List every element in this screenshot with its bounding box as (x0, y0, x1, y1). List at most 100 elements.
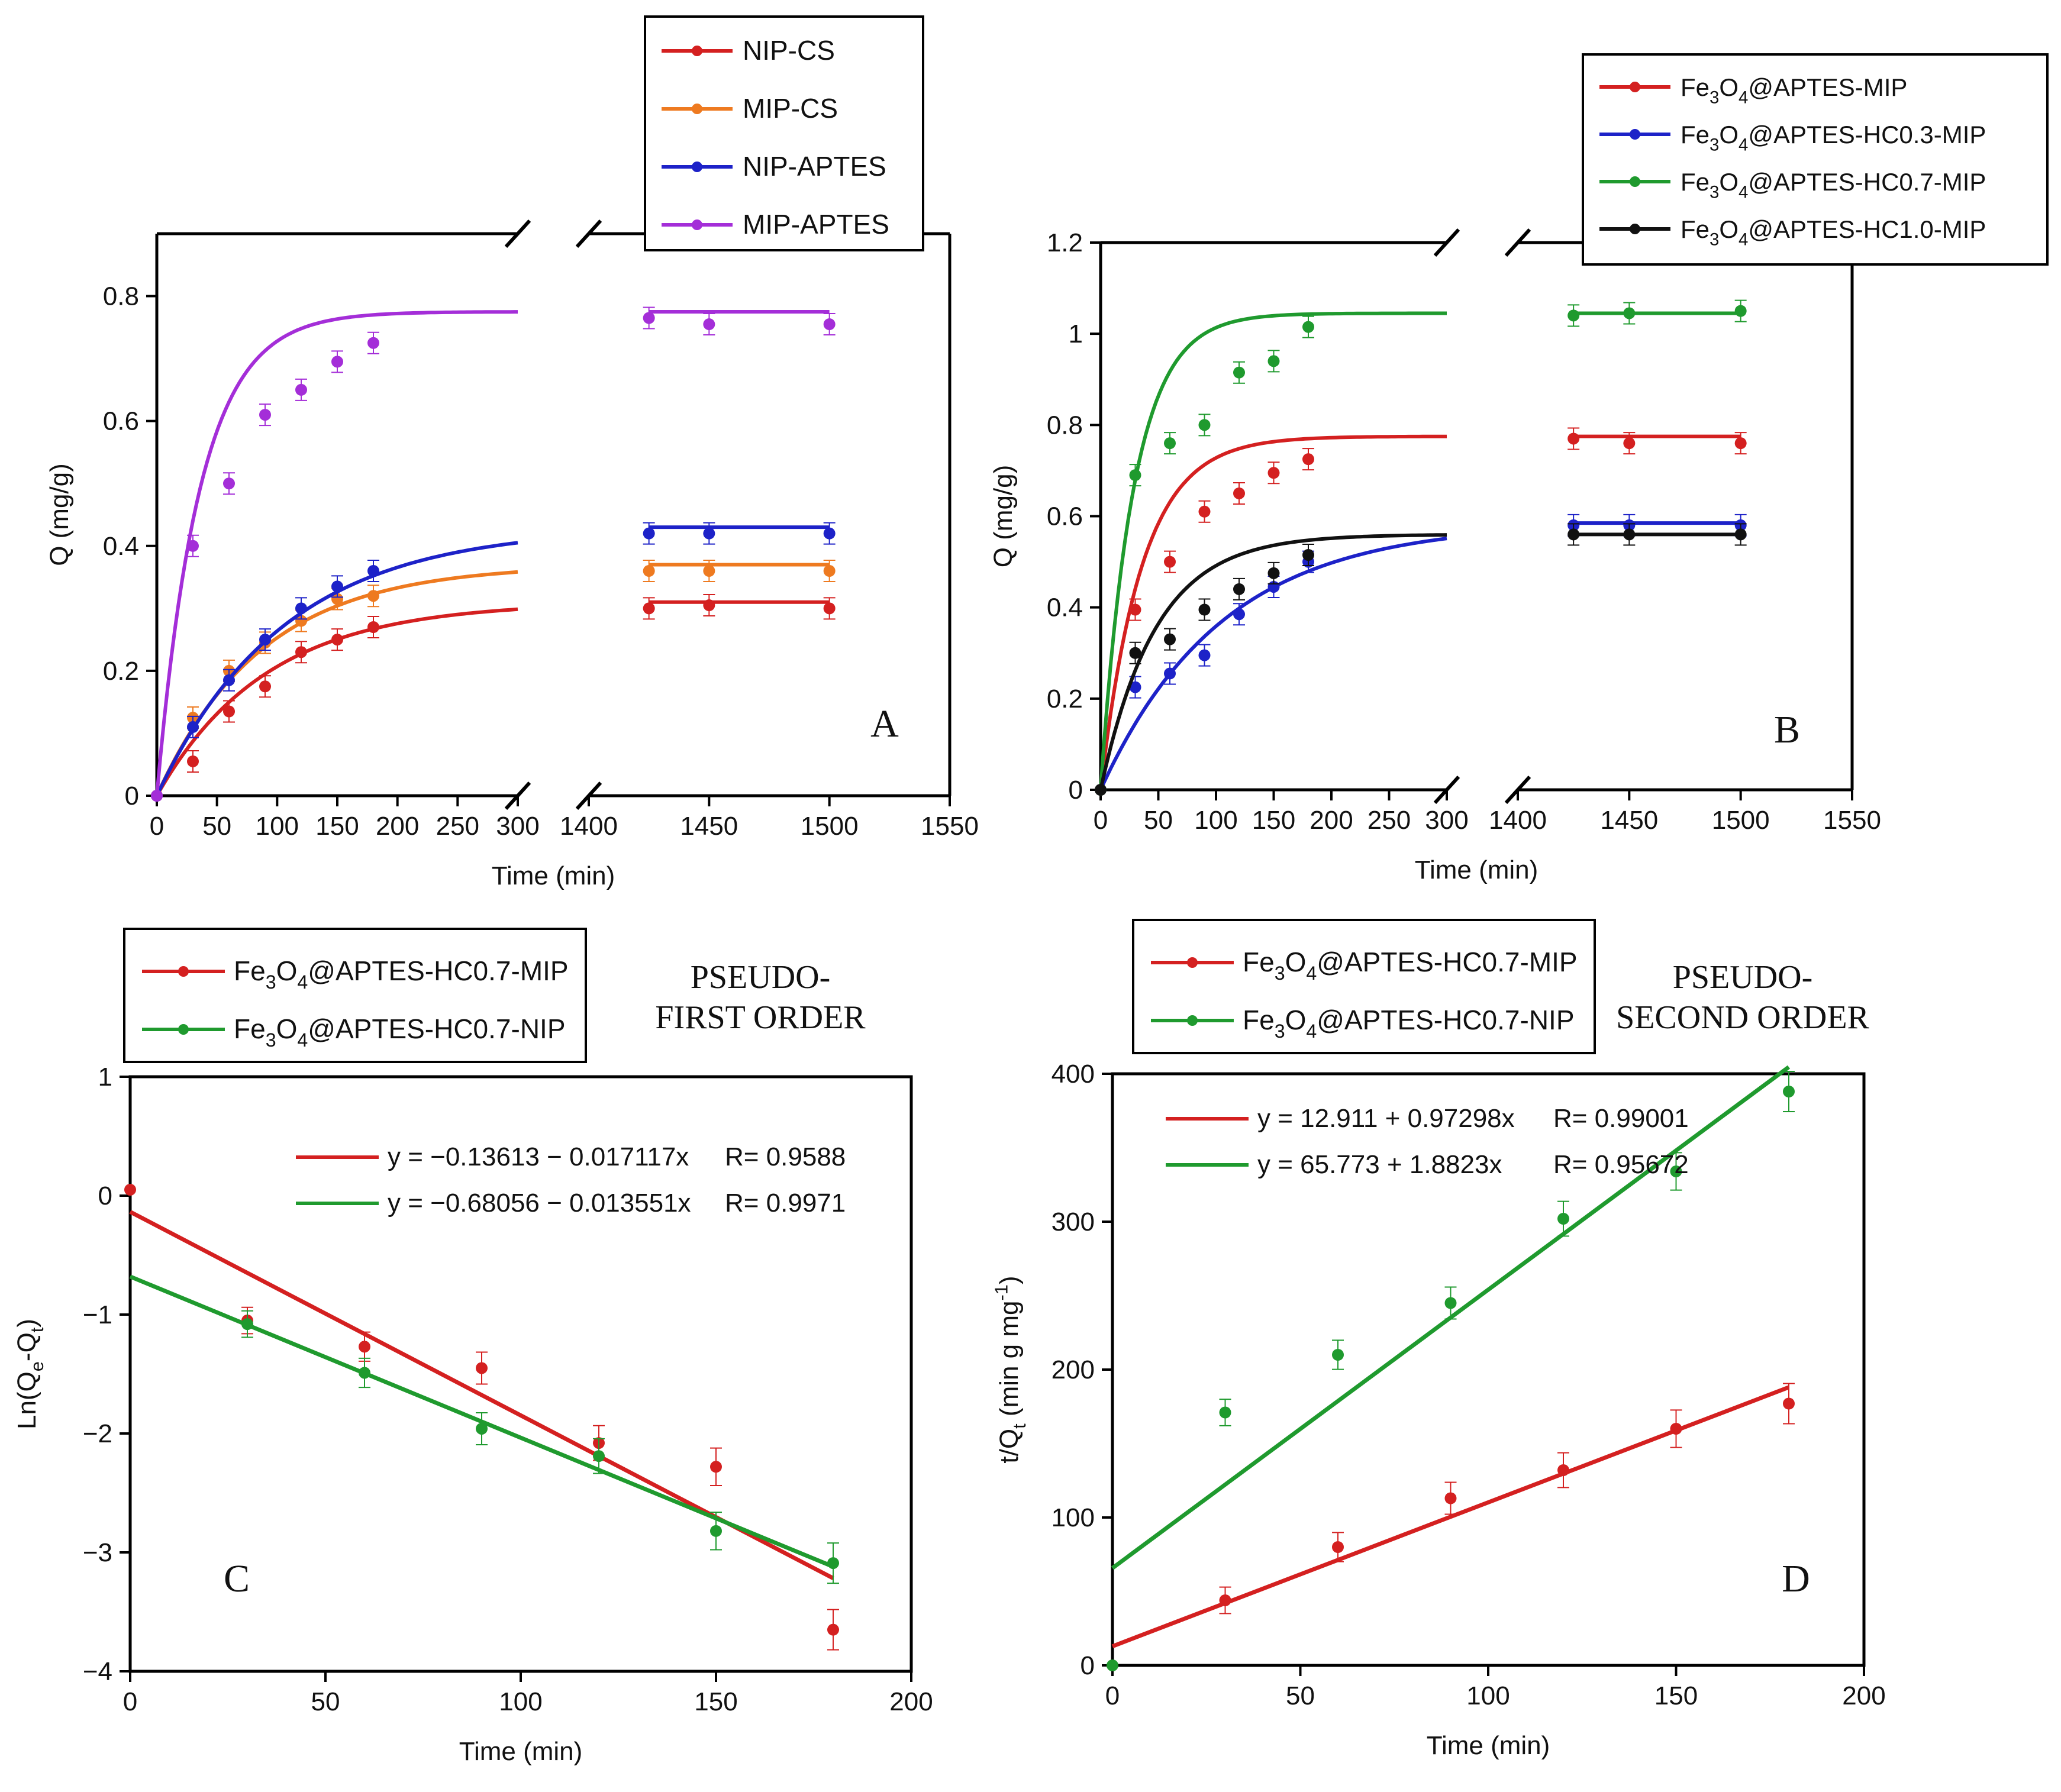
panel-c-data-point (476, 1422, 488, 1435)
panel-d-x-tick-label: 150 (1654, 1681, 1698, 1710)
panel-d-y-tick-label: 400 (1052, 1060, 1095, 1089)
panel-a-y-axis-label: Q (mg/g) (45, 463, 74, 566)
panel-a-legend-label: NIP-CS (743, 35, 835, 66)
panel-b-x-tick-label: 1450 (1600, 806, 1658, 835)
panel-a-data-point (331, 593, 343, 605)
panel-b-data-point (1129, 603, 1141, 616)
panel-a-data-point (187, 755, 199, 767)
panel-c-data-point (593, 1450, 605, 1462)
panel-b-data-point (1623, 437, 1636, 450)
panel-d-data-point (1557, 1464, 1569, 1476)
panel-b-data-point (1198, 419, 1211, 431)
panel-d-legend-label: Fe3O4@APTES-HC0.7-NIP (1243, 1005, 1575, 1042)
panel-b-data-point (1623, 307, 1636, 319)
panel-b-data-point (1164, 667, 1176, 680)
panel-a-data-point (703, 527, 715, 540)
panel-a-x-tick-label: 300 (496, 812, 539, 841)
panel-b-data-point (1267, 467, 1280, 479)
panel-a-legend-label: NIP-APTES (743, 151, 886, 182)
panel-b-y-tick-label: 0 (1069, 776, 1083, 805)
panel-b-data-point (1198, 649, 1211, 661)
panel-c-title-line: PSEUDO- (691, 959, 830, 996)
panel-d-fit-line (1111, 1385, 1790, 1648)
panel-a-data-point (643, 527, 655, 540)
panel-a-data-point (223, 477, 235, 490)
panel-b-data-point (1567, 432, 1580, 445)
panel-b-legend-marker (1630, 82, 1640, 92)
panel-a-data-point (823, 318, 836, 331)
panel-b-data-point (1129, 681, 1141, 693)
panel-d-data-point (1444, 1297, 1457, 1309)
panel-a-data-point (367, 565, 379, 577)
panel-d-legend-label: Fe3O4@APTES-HC0.7-MIP (1243, 947, 1578, 984)
panel-c-y-tick-label: −2 (83, 1419, 112, 1448)
panel-a-x-tick-label: 250 (436, 812, 479, 841)
panel-a-data-point (295, 615, 307, 627)
panel-b-legend-label: Fe3O4@APTES-HC0.3-MIP (1681, 121, 1986, 155)
panel-b-data-point (1734, 437, 1747, 450)
panel-a-data-point (643, 602, 655, 615)
panel-a-axis-break-mark (504, 219, 531, 248)
panel-a-x-tick-label: 0 (150, 812, 164, 841)
panel-a-data-point (331, 634, 343, 646)
panel-a-x-axis-label: Time (min) (492, 861, 615, 890)
panel-b-data-point (1302, 549, 1314, 561)
panel-c-y-tick-label: 0 (98, 1181, 112, 1210)
panel-a-x-tick-label: 1500 (801, 812, 859, 841)
panel-d-y-axis-label: t/Qt (min g mg-1) (991, 1276, 1030, 1463)
panel-b-series-curve (1099, 533, 1447, 790)
panel-b-x-tick-label: 1400 (1489, 806, 1547, 835)
panel-a-legend-label: MIP-CS (743, 93, 838, 124)
panel-b-axis-break-mark (1433, 228, 1460, 257)
panel-c-title-line: FIRST ORDER (655, 999, 866, 1036)
panel-b-data-point (1198, 505, 1211, 518)
panel-b-data-point (1129, 647, 1141, 659)
panel-a-data-point (703, 599, 715, 612)
panel-a-data-point (703, 565, 715, 577)
panel-b-series-curve (1099, 311, 1447, 790)
panel-d-x-tick-label: 50 (1286, 1681, 1315, 1710)
panel-a-data-point (331, 580, 343, 593)
panel-c-x-tick-label: 0 (123, 1687, 137, 1716)
panel-b-x-tick-label: 200 (1310, 806, 1353, 835)
panel-d-fit-r-value: R= 0.99001 (1553, 1104, 1689, 1133)
panel-c-x-axis-label: Time (min) (459, 1737, 583, 1766)
panel-d-y-tick-label: 100 (1052, 1503, 1095, 1532)
panel-d-data-point (1670, 1423, 1682, 1435)
panel-b-legend-marker (1630, 224, 1640, 234)
panel-a-data-point (331, 356, 343, 368)
panel-a-x-tick-label: 150 (315, 812, 359, 841)
panel-a-data-point (295, 602, 307, 615)
panel-d-data-point (1557, 1213, 1569, 1225)
panel-b-axis-break-mark (1504, 228, 1531, 257)
panel-c-data-point (827, 1623, 839, 1636)
panel-d-legend-box (1132, 919, 1596, 1054)
panel-c-y-axis-label: Ln(Qe-Qt) (12, 1319, 47, 1429)
panel-c-data-point (710, 1461, 722, 1473)
panel-a-corner-label: A (870, 702, 899, 745)
panel-a-legend-marker (692, 46, 702, 56)
panel-b-y-tick-label: 0.8 (1047, 411, 1083, 440)
panel-a-data-point (823, 527, 836, 540)
panel-a-data-point (823, 602, 836, 615)
panel-b-data-point (1129, 469, 1141, 482)
panel-b-data-point (1233, 583, 1245, 595)
panel-a-series-curve (155, 310, 518, 796)
panel-b-data-point (1233, 608, 1245, 621)
panel-a-data-point (223, 674, 235, 686)
panel-b-x-tick-label: 100 (1194, 806, 1237, 835)
panel-a-data-point (823, 565, 836, 577)
panel-b-data-point (1734, 305, 1747, 317)
panel-a-x-tick-label: 1550 (921, 812, 979, 841)
panel-c-data-point (359, 1367, 370, 1379)
panel-b-data-point (1267, 355, 1280, 367)
panel-b-y-tick-label: 0.6 (1047, 502, 1083, 531)
panel-a-x-tick-label: 1400 (560, 812, 618, 841)
panel-a-legend-label: MIP-APTES (743, 209, 889, 240)
panel-c-x-tick-label: 150 (694, 1687, 737, 1716)
panel-b-data-point (1623, 528, 1636, 541)
panel-b-y-tick-label: 1.2 (1047, 228, 1083, 257)
panel-d-title-line: PSEUDO- (1673, 959, 1812, 996)
panel-a-y-tick-label: 0.8 (103, 282, 139, 311)
